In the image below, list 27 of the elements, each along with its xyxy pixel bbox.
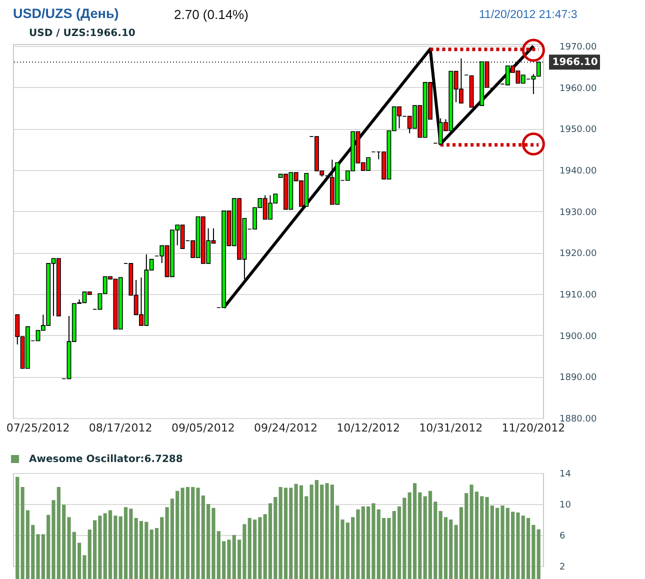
y-tick-label: 2 — [560, 562, 566, 572]
y-tick-label: 1900.00 — [560, 332, 597, 342]
text: 11/20/2012 21:47:3 — [479, 9, 578, 21]
y-tick-label: 1930.00 — [560, 208, 597, 218]
y-tick-label: 1950.00 — [560, 125, 597, 136]
x-tick-label: 11/20/2012 — [502, 422, 566, 434]
y-tick-label: 14 — [560, 470, 572, 480]
y-tick-label: 1890.00 — [560, 373, 597, 384]
text: USD / UZS:1966.10 — [29, 28, 136, 39]
chart-title: USD/UZS (День) — [13, 6, 119, 21]
legend-label: Awesome Oscillator:6.7288 — [29, 454, 183, 465]
y-tick-label: 1960.00 — [560, 84, 597, 94]
y-tick-label: 1920.00 — [560, 249, 597, 260]
x-tick-label: 08/17/2012 — [88, 422, 152, 434]
x-tick-label: 10/12/2012 — [336, 422, 400, 434]
y-tick-label: 6 — [560, 532, 566, 542]
y-tick-label: 1880.00 — [560, 414, 597, 424]
x-tick-label: 09/05/2012 — [171, 422, 235, 434]
y-tick-label: 10 — [560, 500, 572, 510]
chart-subtitle: 2.70 (0.14%) — [174, 7, 248, 22]
y-tick-label: 1940.00 — [560, 166, 597, 177]
y-tick-label: 1970.00 — [560, 42, 597, 53]
x-tick-label: 10/31/2012 — [419, 422, 483, 434]
y-tick-label: 1910.00 — [560, 290, 597, 301]
x-tick-label: 07/25/2012 — [6, 422, 70, 434]
x-tick-label: 09/24/2012 — [254, 422, 318, 434]
ref-line-label: 1966.10 — [552, 57, 598, 68]
